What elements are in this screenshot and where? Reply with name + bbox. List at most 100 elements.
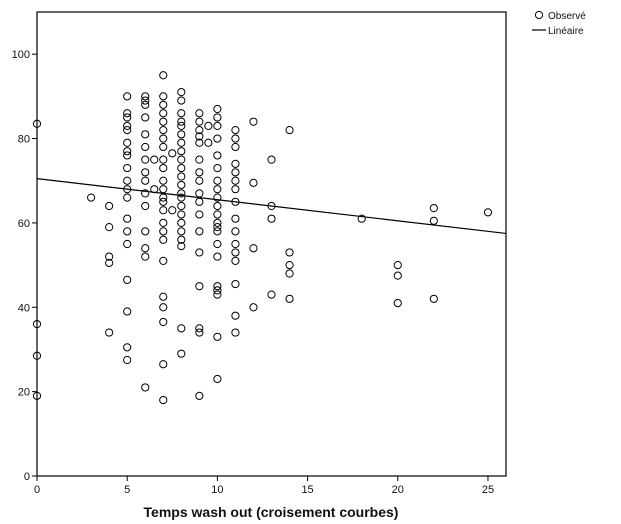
data-point (195, 391, 204, 400)
data-point (195, 117, 204, 126)
data-point (213, 176, 222, 185)
data-point (357, 214, 366, 223)
data-point (204, 121, 213, 130)
y-tick-label: 60 (18, 218, 30, 230)
data-point (195, 328, 204, 337)
data-point (177, 201, 186, 211)
data-point (213, 290, 222, 299)
data-point (123, 138, 132, 147)
data-point (195, 210, 204, 219)
data-point (231, 176, 240, 185)
data-point (177, 189, 186, 198)
data-point (195, 168, 204, 177)
data-point (213, 210, 222, 219)
data-point (195, 248, 204, 257)
data-point (195, 176, 204, 185)
data-point (177, 349, 186, 358)
data-point (159, 218, 168, 228)
data-point (123, 147, 132, 156)
x-tick-label: 10 (211, 484, 223, 496)
data-point (159, 395, 168, 405)
x-axis-label: Temps wash out (croisement courbes) (144, 504, 399, 520)
data-point (177, 109, 186, 118)
data-point (285, 260, 294, 270)
x-tick-label: 0 (34, 484, 40, 496)
data-point (159, 126, 168, 135)
data-point (123, 227, 132, 236)
data-point (123, 126, 132, 135)
data-point (483, 208, 493, 217)
data-point (429, 204, 438, 213)
data-point (141, 244, 150, 253)
data-point (213, 113, 222, 122)
x-tick-label: 15 (301, 484, 313, 496)
x-axis: 0 5 10 15 20 25 (34, 476, 494, 496)
data-point (123, 151, 132, 160)
legend-marker-circle (534, 10, 544, 20)
data-point (159, 176, 168, 185)
data-point (123, 193, 132, 202)
data-point (141, 130, 150, 139)
y-tick-label: 40 (18, 302, 30, 314)
scatter-points (32, 71, 493, 405)
data-point (177, 88, 186, 97)
data-point (159, 235, 168, 244)
data-point (213, 163, 222, 173)
data-point (105, 201, 114, 211)
data-point (231, 126, 240, 135)
data-point (123, 343, 132, 352)
data-point (141, 142, 150, 152)
y-tick-label: 0 (24, 471, 30, 483)
data-point (213, 185, 222, 194)
data-point (213, 286, 222, 295)
data-point (141, 189, 150, 198)
data-point (213, 227, 222, 236)
data-point (177, 180, 186, 190)
data-point (123, 275, 132, 284)
data-point (213, 282, 222, 291)
data-point (195, 109, 204, 118)
data-point (213, 223, 222, 232)
y-tick-label: 100 (12, 49, 30, 61)
data-point (159, 292, 168, 301)
data-point (177, 121, 186, 130)
data-point (159, 303, 168, 312)
data-point (429, 294, 438, 303)
data-point (159, 155, 168, 164)
fit-line (36, 178, 507, 235)
data-point (159, 71, 168, 80)
x-tick-label: 20 (392, 484, 404, 496)
data-point (231, 248, 240, 257)
data-point (159, 117, 168, 126)
data-point (285, 126, 294, 135)
data-point (267, 214, 276, 223)
data-point (87, 193, 96, 202)
data-point (123, 176, 132, 185)
data-point (32, 351, 42, 360)
data-point (213, 121, 222, 130)
data-point (177, 96, 186, 105)
data-point (177, 163, 186, 173)
data-point (159, 206, 168, 215)
data-point (159, 92, 168, 101)
data-point (231, 134, 240, 143)
data-point (105, 252, 114, 261)
data-point (231, 311, 240, 320)
legend-label: Linéaire (548, 26, 584, 37)
data-point (32, 320, 42, 329)
data-point (267, 290, 276, 299)
data-point (177, 235, 186, 244)
data-point (177, 324, 186, 333)
fit-lines (36, 178, 507, 235)
data-point (393, 260, 402, 270)
data-point (249, 117, 258, 126)
data-point (204, 138, 213, 147)
data-point (123, 92, 132, 101)
data-point (231, 168, 240, 177)
data-point (195, 227, 204, 236)
data-point (105, 258, 114, 268)
data-point (123, 214, 132, 223)
data-point (249, 303, 258, 312)
data-point (195, 197, 204, 206)
data-point (195, 126, 204, 135)
